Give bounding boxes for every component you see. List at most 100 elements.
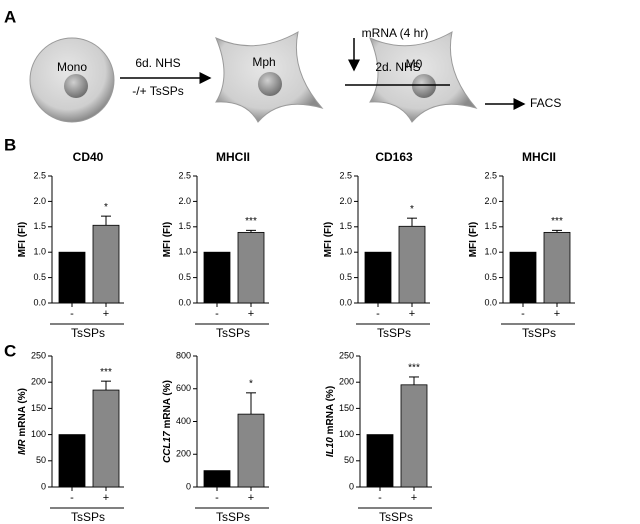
- bar: [92, 389, 120, 488]
- y-tick-label: 1.0: [484, 247, 497, 257]
- x-tick-label: -: [215, 308, 219, 320]
- x-tick-label: -: [376, 308, 380, 320]
- x-tick-label: -: [378, 492, 382, 504]
- y-tick-label: 150: [31, 403, 46, 413]
- bar: [400, 384, 428, 488]
- cell-label: Mono: [57, 60, 87, 74]
- bar: [203, 251, 231, 304]
- group-label: TsSPs: [377, 326, 411, 340]
- y-tick-label: 0.5: [339, 272, 352, 282]
- y-tick-label: 2.0: [484, 196, 497, 206]
- y-tick-label: 200: [339, 377, 354, 387]
- y-axis-label: MR mRNA (%): [17, 388, 28, 455]
- significance: ***: [551, 216, 563, 227]
- cell-label: M0: [406, 57, 423, 71]
- y-axis-label-text: MFI (FI): [17, 222, 28, 258]
- y-tick-label: 50: [344, 455, 354, 465]
- y-tick-label: 2.0: [339, 196, 352, 206]
- y-axis-label-gene: IL10: [325, 437, 336, 457]
- y-tick-label: 2.5: [339, 170, 352, 180]
- y-tick-label: 150: [339, 403, 354, 413]
- significance: *: [410, 204, 414, 215]
- x-tick-label: +: [248, 308, 254, 320]
- group-label: TsSPs: [216, 510, 250, 524]
- y-tick-label: 1.0: [33, 247, 46, 257]
- y-axis-label: MFI (FI): [468, 222, 479, 258]
- y-axis-label: MFI (FI): [323, 222, 334, 258]
- significance: ***: [100, 367, 112, 378]
- y-tick-label: 250: [31, 350, 46, 360]
- significance: *: [104, 202, 108, 213]
- x-tick-label: -: [215, 492, 219, 504]
- y-tick-label: 1.5: [484, 221, 497, 231]
- chart: 0.0 0.5 1.0 1.5 2.0 2.5 CD40 MFI (FI) - + * TsSPs: [17, 150, 124, 340]
- chart: 0 200 400 600 800 CCL17 mRNA (%) - + * TsSPs: [162, 350, 269, 524]
- x-tick-label: -: [70, 492, 74, 504]
- chart-title: MHCII: [216, 150, 250, 164]
- bar: [58, 251, 86, 304]
- y-axis-label-text: MFI (FI): [468, 222, 479, 258]
- y-tick-label: 100: [31, 429, 46, 439]
- y-tick-label: 100: [339, 429, 354, 439]
- group-label: TsSPs: [379, 510, 413, 524]
- panel-label: C: [4, 341, 16, 360]
- y-tick-label: 1.5: [33, 221, 46, 231]
- chart: 0.0 0.5 1.0 1.5 2.0 2.5 CD163 MFI (FI) - + * TsSPs: [323, 150, 430, 340]
- x-tick-label: +: [411, 492, 417, 504]
- chart-title: CD163: [375, 150, 413, 164]
- y-tick-label: 2.5: [33, 170, 46, 180]
- y-tick-label: 2.0: [33, 196, 46, 206]
- y-axis-label: IL10 mRNA (%): [325, 386, 336, 457]
- x-tick-label: -: [70, 308, 74, 320]
- nucleus: [258, 72, 282, 96]
- panel-label: B: [4, 135, 16, 154]
- x-tick-label: +: [103, 308, 109, 320]
- y-axis-label-text: MFI (FI): [323, 222, 334, 258]
- y-tick-label: 2.5: [484, 170, 497, 180]
- y-axis-label: CCL17 mRNA (%): [162, 380, 173, 463]
- y-axis-label-text: MFI (FI): [162, 222, 173, 258]
- significance: ***: [245, 216, 257, 227]
- bar: [92, 224, 120, 304]
- bar: [203, 470, 231, 488]
- x-tick-label: -: [521, 308, 525, 320]
- y-tick-label: 1.5: [178, 221, 191, 231]
- step-label: -/+ TsSPs: [132, 84, 183, 98]
- y-tick-label: 0.0: [33, 297, 46, 307]
- bar: [509, 251, 537, 304]
- bar: [398, 225, 426, 304]
- y-tick-label: 200: [31, 377, 46, 387]
- cell-label: Mph: [252, 55, 275, 69]
- y-tick-label: 2.0: [178, 196, 191, 206]
- y-tick-label: 200: [176, 449, 191, 459]
- y-tick-label: 0.0: [178, 297, 191, 307]
- x-tick-label: +: [103, 492, 109, 504]
- y-tick-label: 1.0: [178, 247, 191, 257]
- y-tick-label: 0.5: [484, 272, 497, 282]
- y-axis-label-text: mRNA (%): [325, 386, 336, 435]
- readout: FACS: [530, 96, 561, 110]
- chart: 0.0 0.5 1.0 1.5 2.0 2.5 MHCII MFI (FI) - + *** TsSP…: [468, 150, 575, 340]
- y-tick-label: 250: [339, 350, 354, 360]
- y-tick-label: 50: [36, 455, 46, 465]
- step-label: mRNA (4 hr): [362, 26, 429, 40]
- bar: [237, 413, 265, 488]
- chart: 0 50 100 150 200 250 IL10 mRNA (%) - + *** TsSPs: [325, 350, 432, 524]
- nucleus: [412, 74, 436, 98]
- y-tick-label: 1.5: [339, 221, 352, 231]
- group-label: TsSPs: [216, 326, 250, 340]
- step-label: 6d. NHS: [135, 56, 180, 70]
- chart-title: CD40: [73, 150, 104, 164]
- y-tick-label: 1.0: [339, 247, 352, 257]
- y-axis-label-gene: MR: [17, 439, 28, 455]
- step-label: 2d. NHS: [375, 60, 420, 74]
- significance: *: [249, 378, 253, 389]
- group-label: TsSPs: [71, 510, 105, 524]
- y-tick-label: 2.5: [178, 170, 191, 180]
- y-tick-label: 0.5: [33, 272, 46, 282]
- y-axis-label: MFI (FI): [17, 222, 28, 258]
- y-tick-label: 0.0: [484, 297, 497, 307]
- panel-label: A: [4, 7, 16, 26]
- chart: 0 50 100 150 200 250 MR mRNA (%) - + *** TsSPs: [17, 350, 124, 524]
